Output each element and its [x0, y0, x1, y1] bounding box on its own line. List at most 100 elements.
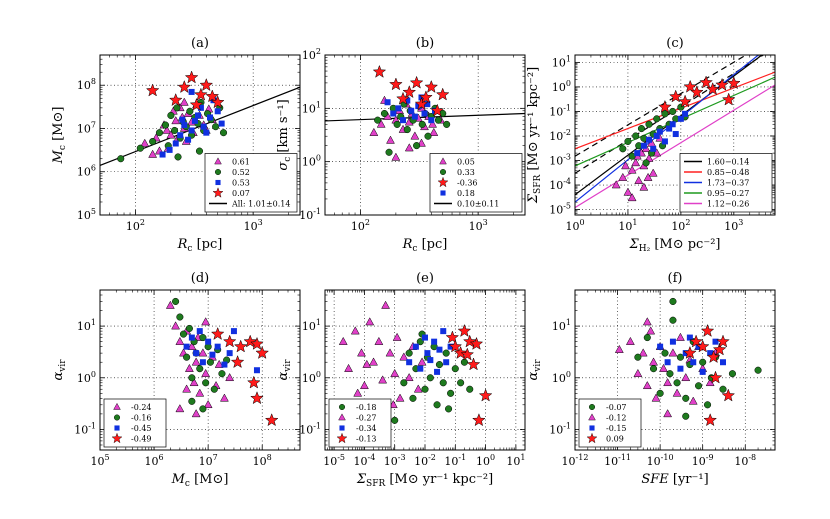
data-point-star: [689, 85, 704, 99]
data-point-triangle: [353, 388, 363, 397]
legend-label: 1.12−0.26: [707, 200, 749, 209]
legend-entry: 0.53: [215, 179, 250, 188]
data-point-triangle: [381, 300, 391, 309]
legend-label: -0.18: [356, 403, 377, 412]
y-tick-label: 101: [302, 100, 321, 115]
data-point-triangle: [663, 377, 673, 387]
data-point-triangle: [611, 180, 621, 189]
data-point-star: [222, 334, 237, 348]
data-point-star: [402, 85, 417, 99]
legend: -0.07 -0.12-0.15 0.09: [578, 398, 642, 448]
data-point-triangle: [639, 182, 649, 191]
data-point-triangle: [642, 380, 652, 390]
data-point-circle: [206, 358, 214, 366]
data-point-circle: [176, 313, 184, 321]
data-point-triangle: [376, 119, 386, 128]
data-point-triangle: [391, 152, 401, 161]
data-point-circle: [117, 155, 125, 163]
data-point-square: [427, 357, 434, 364]
data-layer: [165, 297, 279, 427]
data-point-circle: [199, 405, 207, 413]
legend-entry: -0.27: [338, 413, 377, 423]
plot-frame: [574, 289, 776, 451]
x-tick-label: 103: [244, 218, 263, 233]
legend-entry: -0.18: [338, 403, 377, 412]
data-point-triangle: [166, 130, 176, 139]
data-point-circle: [628, 152, 636, 160]
data-point-star: [478, 388, 493, 402]
data-point-triangle: [634, 175, 644, 184]
data-point-square: [656, 128, 663, 135]
data-point-triangle: [631, 158, 641, 167]
data-point-star: [168, 93, 183, 107]
data-point-square: [424, 350, 431, 357]
data-point-circle: [136, 144, 144, 152]
x-tick-label: 10-3: [384, 453, 406, 468]
data-point-triangle: [219, 393, 229, 402]
data-layer: [338, 300, 493, 427]
y-tick-label: 105: [77, 207, 96, 222]
data-point-star: [448, 339, 463, 353]
data-point-triangle: [187, 341, 197, 350]
data-point-square: [199, 359, 206, 366]
data-point-triangle: [350, 326, 360, 335]
panel-title: (f): [668, 271, 683, 286]
data-point-square: [159, 151, 166, 158]
data-point-circle: [649, 365, 658, 373]
data-point-circle: [426, 374, 434, 382]
data-point-star: [264, 413, 279, 427]
data-point-triangle: [165, 300, 175, 309]
data-point-triangle: [175, 336, 185, 345]
series-blue: [183, 328, 260, 374]
y-tick-label: 101: [552, 54, 571, 69]
data-point-triangle: [404, 372, 414, 382]
series-blue: [657, 334, 726, 375]
data-point-circle: [433, 401, 441, 409]
data-point-circle: [403, 126, 411, 134]
legend-label: 0.18: [457, 189, 475, 198]
x-tick-label: 105: [90, 453, 109, 468]
legend-marker-triangle: [588, 413, 596, 421]
data-point-circle: [656, 389, 664, 397]
legend-marker-star: [336, 432, 348, 444]
data-point-circle: [443, 120, 451, 128]
data-point-triangle: [429, 127, 439, 136]
data-point-square: [188, 127, 195, 134]
data-point-triangle: [191, 409, 201, 418]
legend: 1.60−0.140.85−0.48 1.73−0.370.95−0.27 1.12…: [679, 153, 773, 213]
data-point-star: [396, 91, 410, 105]
data-point-triangle: [365, 317, 375, 326]
y-tick-label: 10-5: [549, 202, 571, 217]
y-tick-label: 10-4: [549, 177, 571, 192]
series-red: [210, 326, 279, 427]
data-point-star: [210, 326, 225, 340]
data-point-triangle: [357, 348, 366, 357]
data-point-star: [199, 77, 214, 92]
data-point-square: [657, 343, 664, 350]
data-point-square: [404, 97, 411, 104]
data-point-square: [677, 115, 684, 122]
y-tick-label: 10-1: [299, 421, 321, 436]
data-point-triangle: [399, 352, 409, 361]
legend-entry: 0.61: [214, 157, 250, 167]
y-tick-label: 10-3: [549, 153, 571, 168]
data-point-triangle: [390, 368, 400, 377]
data-point-square: [664, 359, 671, 366]
legend-marker-square: [589, 425, 595, 431]
legend-entry: 0.52: [214, 168, 250, 177]
legend-label: -0.07: [606, 403, 627, 412]
legend-marker-square: [215, 179, 221, 186]
data-point-circle: [451, 365, 459, 373]
data-point-square: [686, 334, 693, 341]
data-point-circle: [155, 129, 164, 137]
data-point-star: [233, 339, 248, 353]
data-point-circle: [196, 365, 204, 373]
data-point-square: [669, 338, 676, 345]
data-point-circle: [186, 107, 194, 115]
data-point-circle: [676, 353, 684, 361]
y-axis-label: αvir: [276, 359, 293, 381]
data-point-circle: [669, 297, 677, 306]
data-point-square: [390, 110, 397, 117]
x-tick-label: 10-10: [647, 453, 674, 468]
